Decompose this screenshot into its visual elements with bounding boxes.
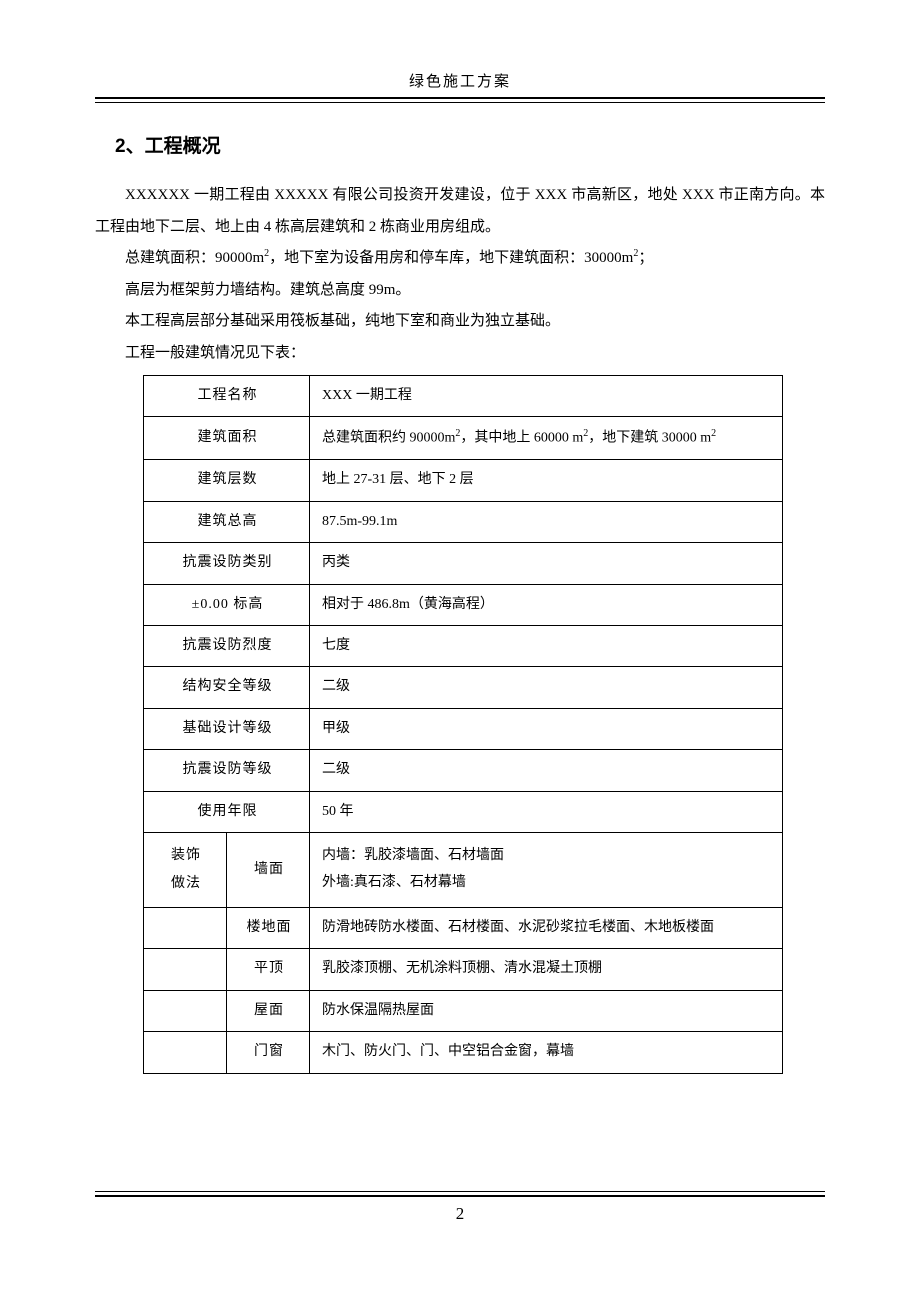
document-page: 绿色施工方案 2、工程概况 XXXXXX 一期工程由 XXXXX 有限公司投资开… bbox=[0, 0, 920, 1302]
row-value: 二级 bbox=[310, 667, 783, 708]
deco-value: 木门、防火门、门、中空铝合金窗，幕墙 bbox=[310, 1032, 783, 1073]
deco-value: 防水保温隔热屋面 bbox=[310, 990, 783, 1031]
info-table: 工程名称 XXX 一期工程 建筑面积 总建筑面积约 90000m2，其中地上 6… bbox=[143, 375, 783, 1074]
table-row: ±0.00 标高 相对于 486.8m（黄海高程） bbox=[144, 584, 783, 625]
deco-sub-label: 墙面 bbox=[227, 832, 310, 907]
row-value: XXX 一期工程 bbox=[310, 376, 783, 417]
table-row: 建筑层数 地上 27-31 层、地下 2 层 bbox=[144, 460, 783, 501]
row-label: 结构安全等级 bbox=[144, 667, 310, 708]
row-value: 丙类 bbox=[310, 543, 783, 584]
row-label: 抗震设防类别 bbox=[144, 543, 310, 584]
deco-empty-cell bbox=[144, 1032, 227, 1073]
section-heading: 2、工程概况 bbox=[115, 131, 825, 158]
table-row: 门窗 木门、防火门、门、中空铝合金窗，幕墙 bbox=[144, 1032, 783, 1073]
header-rule bbox=[95, 97, 825, 103]
deco-empty-cell bbox=[144, 949, 227, 990]
deco-value: 防滑地砖防水楼面、石材楼面、水泥砂浆拉毛楼面、木地板楼面 bbox=[310, 907, 783, 948]
row-value: 二级 bbox=[310, 750, 783, 791]
table-row: 建筑面积 总建筑面积约 90000m2，其中地上 60000 m2，地下建筑 3… bbox=[144, 417, 783, 460]
row-label: 建筑总高 bbox=[144, 501, 310, 542]
table-row: 装饰 做法 墙面 内墙：乳胶漆墙面、石材墙面外墙:真石漆、石材幕墙 bbox=[144, 832, 783, 907]
row-value: 地上 27-31 层、地下 2 层 bbox=[310, 460, 783, 501]
deco-empty-cell bbox=[144, 907, 227, 948]
table-row: 基础设计等级 甲级 bbox=[144, 708, 783, 749]
row-label: 基础设计等级 bbox=[144, 708, 310, 749]
table-row: 工程名称 XXX 一期工程 bbox=[144, 376, 783, 417]
row-value: 总建筑面积约 90000m2，其中地上 60000 m2，地下建筑 30000 … bbox=[310, 417, 783, 460]
row-label: 建筑面积 bbox=[144, 417, 310, 460]
row-value: 七度 bbox=[310, 626, 783, 667]
deco-value: 乳胶漆顶棚、无机涂料顶棚、清水混凝土顶棚 bbox=[310, 949, 783, 990]
table-row: 使用年限 50 年 bbox=[144, 791, 783, 832]
paragraph-3: 高层为框架剪力墙结构。建筑总高度 99m。 bbox=[95, 275, 825, 307]
deco-sub-label: 平顶 bbox=[227, 949, 310, 990]
info-table-wrap: 工程名称 XXX 一期工程 建筑面积 总建筑面积约 90000m2，其中地上 6… bbox=[143, 375, 783, 1074]
row-value: 87.5m-99.1m bbox=[310, 501, 783, 542]
row-label: 抗震设防烈度 bbox=[144, 626, 310, 667]
table-row: 抗震设防烈度 七度 bbox=[144, 626, 783, 667]
row-label: 建筑层数 bbox=[144, 460, 310, 501]
paragraph-2: 总建筑面积：90000m2，地下室为设备用房和停车库，地下建筑面积：30000m… bbox=[95, 243, 825, 275]
table-row: 楼地面 防滑地砖防水楼面、石材楼面、水泥砂浆拉毛楼面、木地板楼面 bbox=[144, 907, 783, 948]
running-header: 绿色施工方案 bbox=[95, 70, 825, 91]
row-value: 甲级 bbox=[310, 708, 783, 749]
table-row: 屋面 防水保温隔热屋面 bbox=[144, 990, 783, 1031]
row-label: ±0.00 标高 bbox=[144, 584, 310, 625]
footer-rule bbox=[95, 1191, 825, 1197]
paragraph-4: 本工程高层部分基础采用筏板基础，纯地下室和商业为独立基础。 bbox=[95, 306, 825, 338]
deco-group-label: 装饰 做法 bbox=[144, 832, 227, 907]
row-value: 相对于 486.8m（黄海高程） bbox=[310, 584, 783, 625]
table-row: 结构安全等级 二级 bbox=[144, 667, 783, 708]
table-row: 平顶 乳胶漆顶棚、无机涂料顶棚、清水混凝土顶棚 bbox=[144, 949, 783, 990]
page-number: 2 bbox=[0, 1204, 920, 1224]
deco-sub-label: 门窗 bbox=[227, 1032, 310, 1073]
table-row: 抗震设防类别 丙类 bbox=[144, 543, 783, 584]
table-row: 建筑总高 87.5m-99.1m bbox=[144, 501, 783, 542]
deco-sub-label: 楼地面 bbox=[227, 907, 310, 948]
deco-empty-cell bbox=[144, 990, 227, 1031]
row-label: 使用年限 bbox=[144, 791, 310, 832]
deco-value: 内墙：乳胶漆墙面、石材墙面外墙:真石漆、石材幕墙 bbox=[310, 832, 783, 907]
paragraph-5: 工程一般建筑情况见下表： bbox=[95, 338, 825, 370]
row-label: 工程名称 bbox=[144, 376, 310, 417]
table-row: 抗震设防等级 二级 bbox=[144, 750, 783, 791]
row-value: 50 年 bbox=[310, 791, 783, 832]
paragraph-1: XXXXXX 一期工程由 XXXXX 有限公司投资开发建设，位于 XXX 市高新… bbox=[95, 180, 825, 243]
row-label: 抗震设防等级 bbox=[144, 750, 310, 791]
deco-sub-label: 屋面 bbox=[227, 990, 310, 1031]
